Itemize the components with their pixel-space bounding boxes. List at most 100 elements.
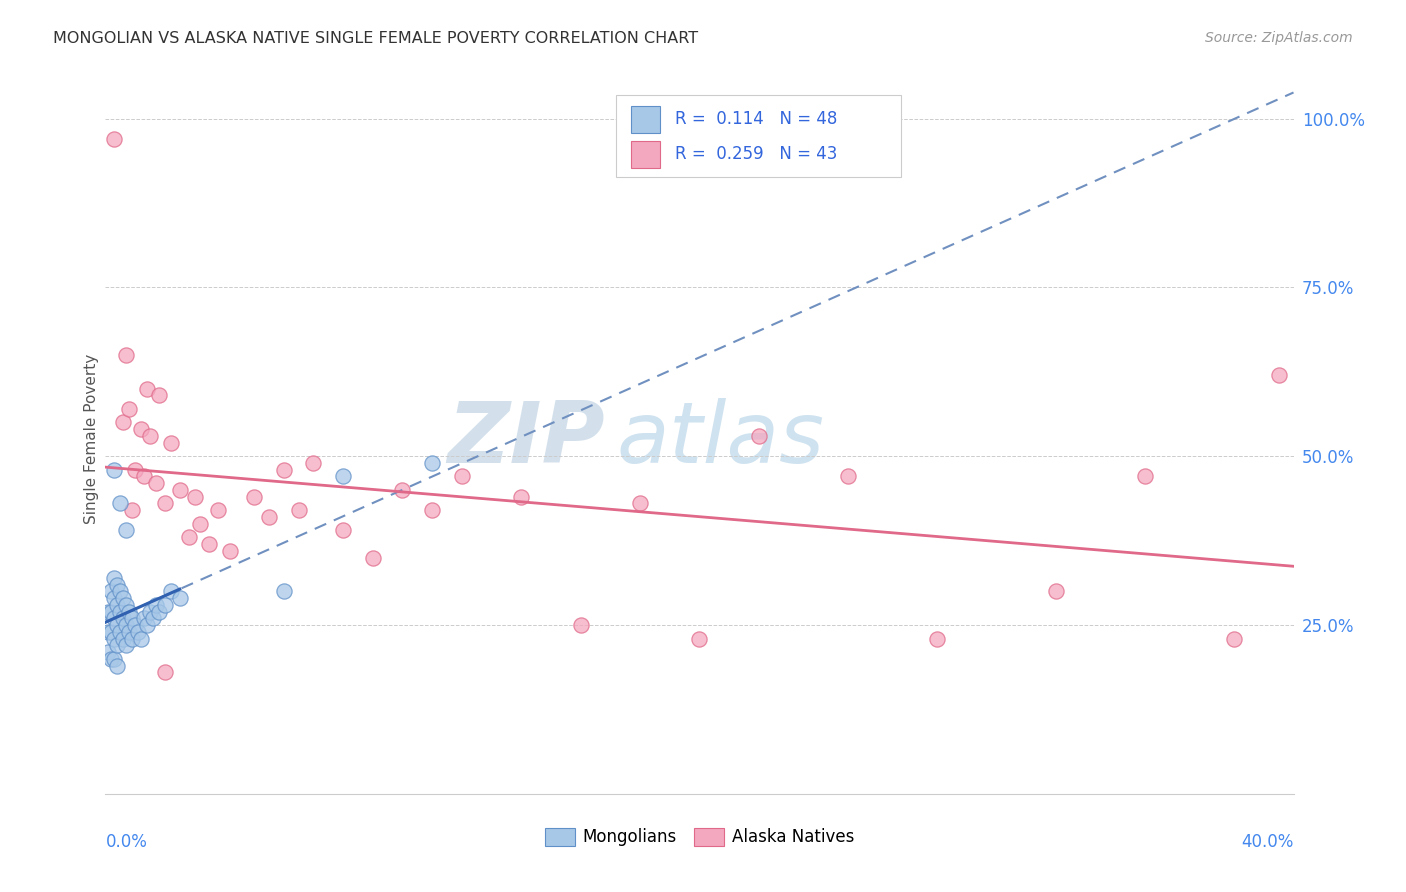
Point — [927, 632, 949, 646]
Point — [124, 463, 146, 477]
Point — [110, 496, 132, 510]
Point — [169, 483, 191, 497]
Point — [748, 429, 770, 443]
Point — [177, 530, 200, 544]
FancyBboxPatch shape — [630, 141, 661, 168]
Point — [198, 537, 221, 551]
Point — [132, 469, 155, 483]
Point — [110, 584, 132, 599]
Point — [332, 469, 354, 483]
Point — [243, 490, 266, 504]
Point — [139, 605, 162, 619]
Point — [450, 469, 472, 483]
Point — [129, 422, 152, 436]
Point — [127, 624, 149, 639]
Point — [129, 632, 152, 646]
Point — [115, 638, 138, 652]
Text: 40.0%: 40.0% — [1241, 833, 1294, 851]
Text: R =  0.114   N = 48: R = 0.114 N = 48 — [675, 111, 837, 128]
Text: Source: ZipAtlas.com: Source: ZipAtlas.com — [1205, 31, 1353, 45]
Point — [169, 591, 191, 605]
Point — [1133, 469, 1156, 483]
Point — [1267, 368, 1289, 383]
Text: atlas: atlas — [616, 398, 824, 481]
Point — [420, 456, 443, 470]
Point — [132, 611, 155, 625]
Text: 0.0%: 0.0% — [105, 833, 148, 851]
Text: MONGOLIAN VS ALASKA NATIVE SINGLE FEMALE POVERTY CORRELATION CHART: MONGOLIAN VS ALASKA NATIVE SINGLE FEMALE… — [53, 31, 699, 46]
Point — [100, 652, 122, 666]
Point — [153, 665, 176, 680]
Point — [105, 598, 128, 612]
Point — [115, 598, 138, 612]
Point — [159, 435, 181, 450]
Point — [136, 618, 159, 632]
FancyBboxPatch shape — [630, 106, 661, 133]
Text: R =  0.259   N = 43: R = 0.259 N = 43 — [675, 145, 837, 163]
Point — [124, 618, 146, 632]
Point — [302, 456, 325, 470]
Point — [103, 132, 125, 146]
Point — [391, 483, 413, 497]
Point — [837, 469, 859, 483]
Point — [103, 652, 125, 666]
Point — [257, 510, 280, 524]
Point — [103, 463, 125, 477]
Point — [103, 632, 125, 646]
Point — [103, 571, 125, 585]
Point — [100, 584, 122, 599]
FancyBboxPatch shape — [616, 95, 901, 177]
Point — [420, 503, 443, 517]
Point — [115, 524, 138, 538]
Point — [145, 476, 167, 491]
Point — [118, 401, 141, 416]
Point — [121, 632, 143, 646]
Point — [287, 503, 309, 517]
Point — [153, 598, 176, 612]
Point — [1045, 584, 1067, 599]
Point — [110, 624, 132, 639]
Point — [361, 550, 384, 565]
Point — [105, 638, 128, 652]
Point — [190, 516, 212, 531]
Point — [628, 496, 651, 510]
Point — [97, 605, 120, 619]
Point — [207, 503, 229, 517]
Point — [148, 605, 170, 619]
Point — [100, 605, 122, 619]
Point — [142, 611, 165, 625]
Point — [97, 645, 120, 659]
Point — [115, 348, 138, 362]
Point — [118, 624, 141, 639]
Point — [112, 591, 135, 605]
Point — [103, 591, 125, 605]
Point — [121, 503, 143, 517]
Y-axis label: Single Female Poverty: Single Female Poverty — [84, 354, 98, 524]
Point — [273, 463, 295, 477]
Point — [1223, 632, 1246, 646]
Point — [112, 611, 135, 625]
Point — [159, 584, 181, 599]
Text: ZIP: ZIP — [447, 398, 605, 481]
Point — [183, 490, 205, 504]
Point — [136, 382, 159, 396]
Point — [112, 416, 135, 430]
Point — [115, 618, 138, 632]
Point — [273, 584, 295, 599]
Point — [139, 429, 162, 443]
Point — [569, 618, 592, 632]
Point — [121, 611, 143, 625]
Legend: Mongolians, Alaska Natives: Mongolians, Alaska Natives — [538, 821, 860, 853]
Point — [97, 624, 120, 639]
Point — [112, 632, 135, 646]
Point — [118, 605, 141, 619]
Point — [148, 388, 170, 402]
Point — [219, 543, 242, 558]
Point — [145, 598, 167, 612]
Point — [689, 632, 711, 646]
Point — [153, 496, 176, 510]
Point — [510, 490, 533, 504]
Point — [332, 524, 354, 538]
Point — [100, 624, 122, 639]
Point — [103, 611, 125, 625]
